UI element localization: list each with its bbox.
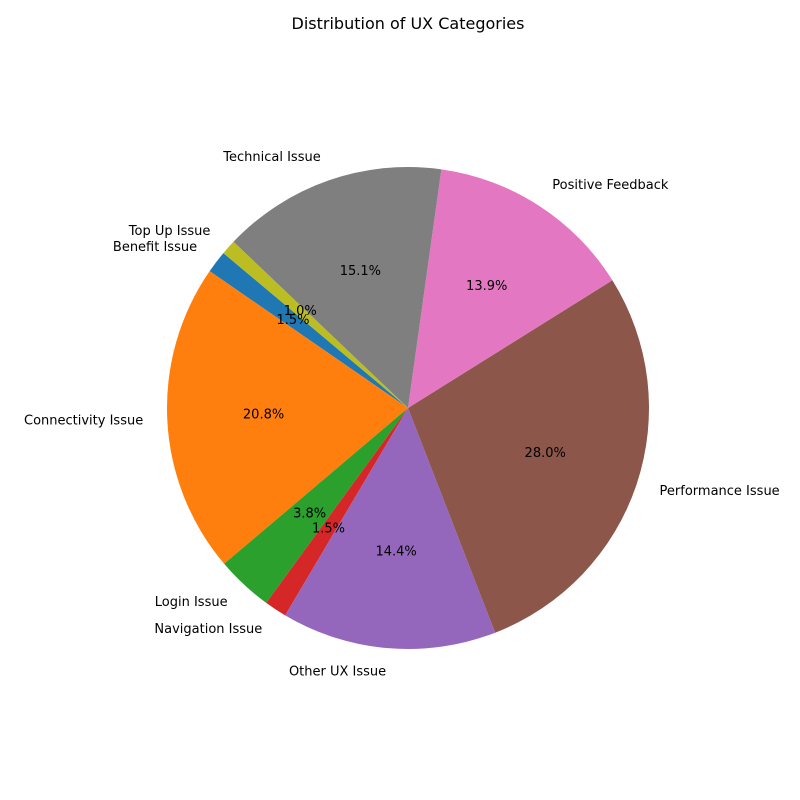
- pie-slice-technical-issue: [233, 167, 442, 408]
- chart-title: Distribution of UX Categories: [292, 14, 525, 33]
- percentage-labels: 1.5%20.8%3.8%1.5%14.4%28.0%13.9%15.1%1.0…: [243, 264, 566, 560]
- category-label-other-ux-issue: Other UX Issue: [289, 665, 386, 680]
- pie-slice-benefit-issue: [209, 253, 408, 408]
- pie-slice-top-up-issue: [223, 241, 408, 408]
- percentage-label-performance-issue: 28.0%: [525, 446, 566, 461]
- pie-slice-performance-issue: [408, 280, 649, 633]
- category-label-benefit-issue: Benefit Issue: [113, 240, 197, 255]
- pie-slices: [166, 167, 649, 650]
- pie-slice-connectivity-issue: [166, 271, 408, 564]
- category-labels: Benefit Issue Connectivity Issue Login Iss…: [24, 150, 780, 680]
- category-label-navigation-issue: Navigation Issue: [154, 622, 262, 637]
- percentage-label-connectivity-issue: 20.8%: [243, 408, 284, 423]
- percentage-label-technical-issue: 15.1%: [340, 264, 381, 279]
- percentage-label-positive-feedback: 13.9%: [466, 279, 507, 294]
- percentage-label-other-ux-issue: 14.4%: [375, 545, 416, 560]
- percentage-label-benefit-issue: 1.5%: [276, 313, 309, 328]
- percentage-label-top-up-issue: 1.0%: [284, 304, 317, 319]
- pie-slice-other-ux-issue: [285, 408, 496, 650]
- category-label-login-issue: Login Issue: [155, 595, 228, 610]
- category-label-top-up-issue: Top Up Issue: [128, 224, 211, 239]
- percentage-label-navigation-issue: 1.5%: [312, 521, 345, 536]
- pie-slice-login-issue: [224, 408, 408, 603]
- category-label-connectivity-issue: Connectivity Issue: [24, 414, 143, 429]
- category-label-performance-issue: Performance Issue: [660, 484, 780, 499]
- category-label-positive-feedback: Positive Feedback: [552, 178, 669, 193]
- percentage-label-login-issue: 3.8%: [293, 506, 326, 521]
- pie-slice-positive-feedback: [408, 169, 613, 408]
- pie-slice-navigation-issue: [266, 408, 408, 616]
- category-label-technical-issue: Technical Issue: [222, 150, 320, 165]
